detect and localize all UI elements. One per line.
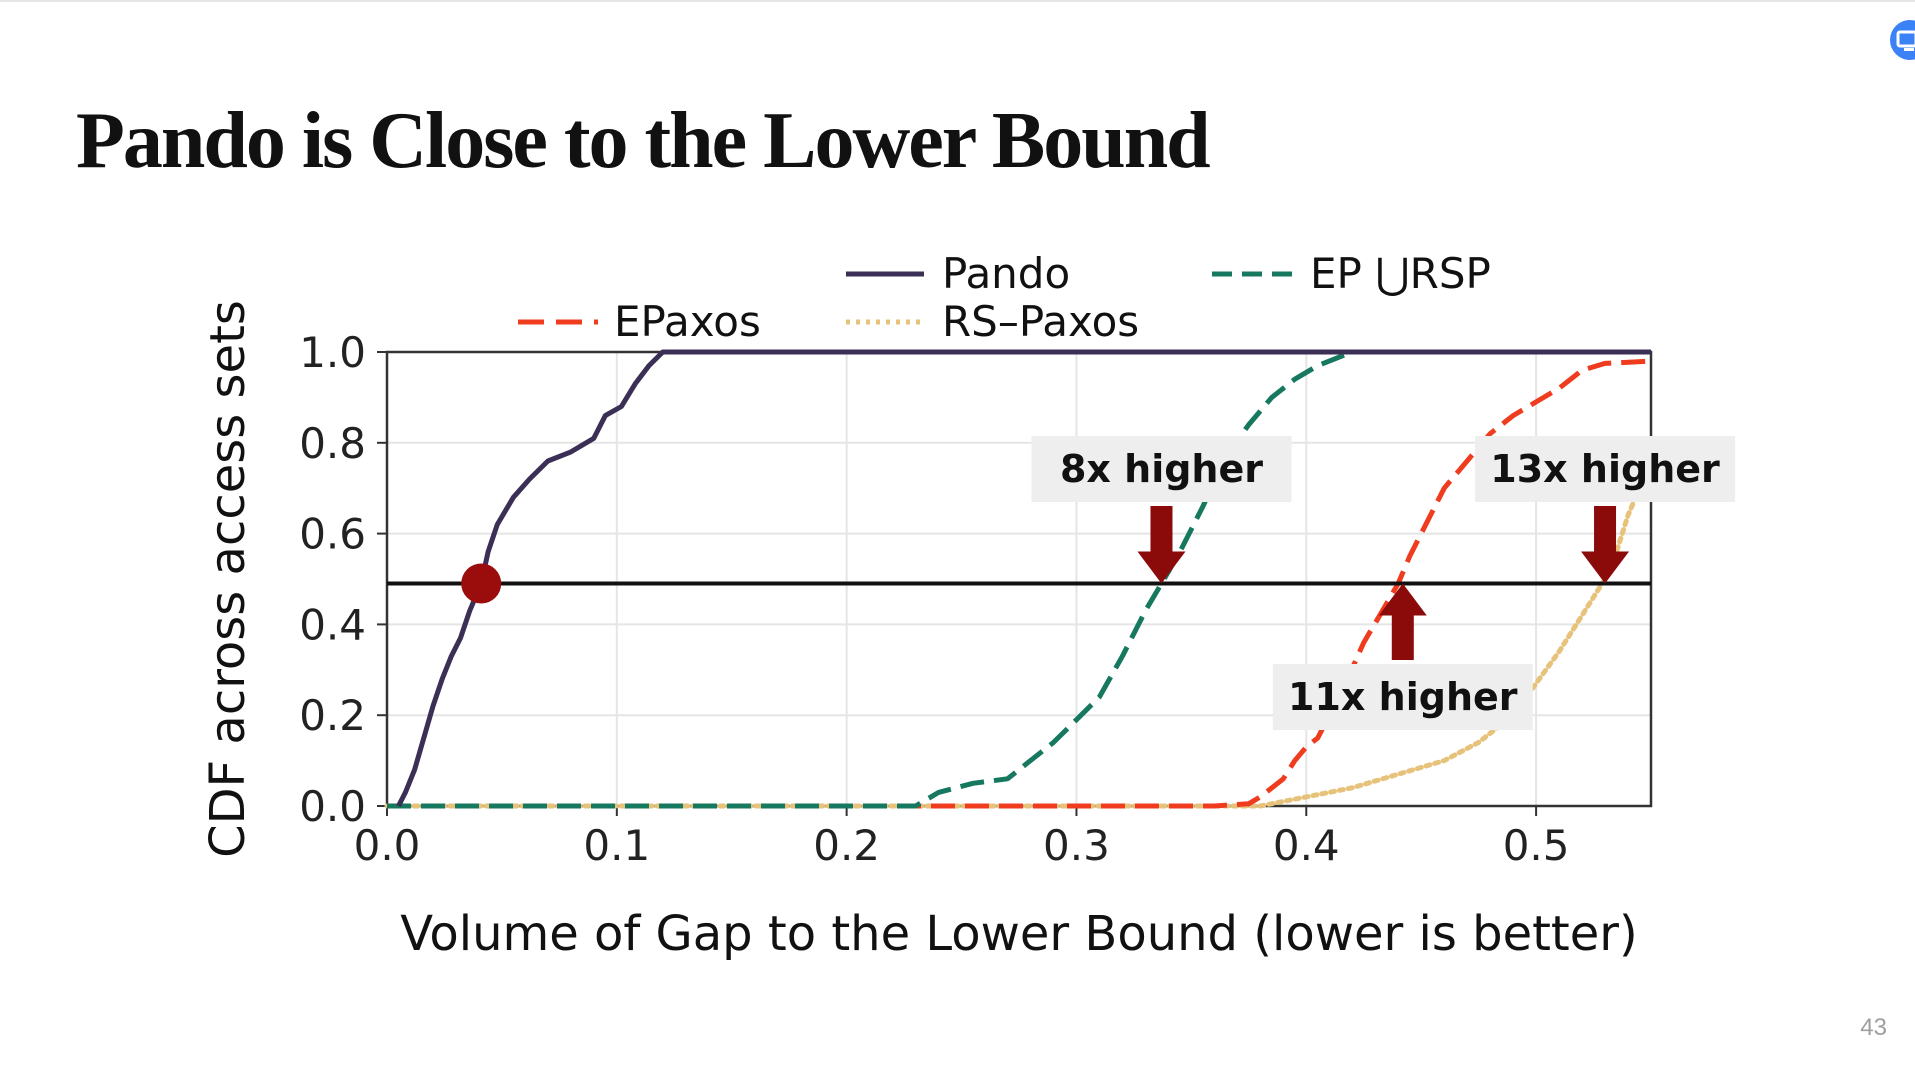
slide-title: Pando is Close to the Lower Bound [76,97,1211,185]
y-tick-label: 1.0 [299,328,366,377]
top-rule [0,0,1915,2]
annotation-box-1 [1272,664,1533,730]
x-tick-label: 0.4 [1273,821,1340,870]
x-axis-title: Volume of Gap to the Lower Bound (lower … [400,906,1637,962]
x-tick-label: 0.1 [583,821,650,870]
annotation-box-2 [1475,436,1736,502]
annotation-box-0 [1031,436,1292,502]
y-tick-labels: 0.0 0.2 0.4 0.6 0.8 1.0 [299,328,366,831]
reference-line-group [387,563,1651,604]
x-tick-labels: 0.0 0.1 0.2 0.3 0.4 0.5 [354,821,1570,870]
x-tick-label: 0.3 [1043,821,1110,870]
annotation-arrow-2 [1581,506,1630,584]
y-tick-label: 0.6 [299,510,366,559]
annotation-label: 11x higher [1288,675,1518,719]
annotation-arrow-0 [1137,506,1186,584]
series-line-1 [387,358,1652,809]
legend-label-pando: Pando [942,249,1070,298]
y-axis-title: CDF across access sets [200,300,256,858]
annotation-arrow-1 [1378,583,1427,660]
pando-median-marker [461,563,502,604]
y-tick-label: 0.4 [299,600,366,649]
x-tick-label: 0.5 [1503,821,1570,870]
x-tick-label: 0.0 [354,821,421,870]
legend-label-epaxos: EPaxos [614,297,761,346]
series-line-0 [396,349,1651,808]
y-tick-label: 0.0 [299,782,366,831]
page-number: 43 [1860,1014,1887,1041]
legend-label-rs-paxos: RS–Paxos [942,297,1139,346]
y-tick-label: 0.2 [299,691,366,740]
legend-label-ep-union-rsp: EP ⋃RSP [1310,249,1491,298]
x-tick-label: 0.2 [813,821,880,870]
plot-area [387,352,1651,806]
annotation-label: 13x higher [1490,447,1720,491]
legend: Pando EPaxos RS–Paxos EP ⋃RSP [518,249,1491,346]
annotations: 8x higher 11x higher 13x higher [1031,436,1736,730]
annotation-label: 8x higher [1060,447,1263,491]
presenter-tool-icon[interactable] [1890,20,1915,60]
y-tick-label: 0.8 [299,419,366,468]
